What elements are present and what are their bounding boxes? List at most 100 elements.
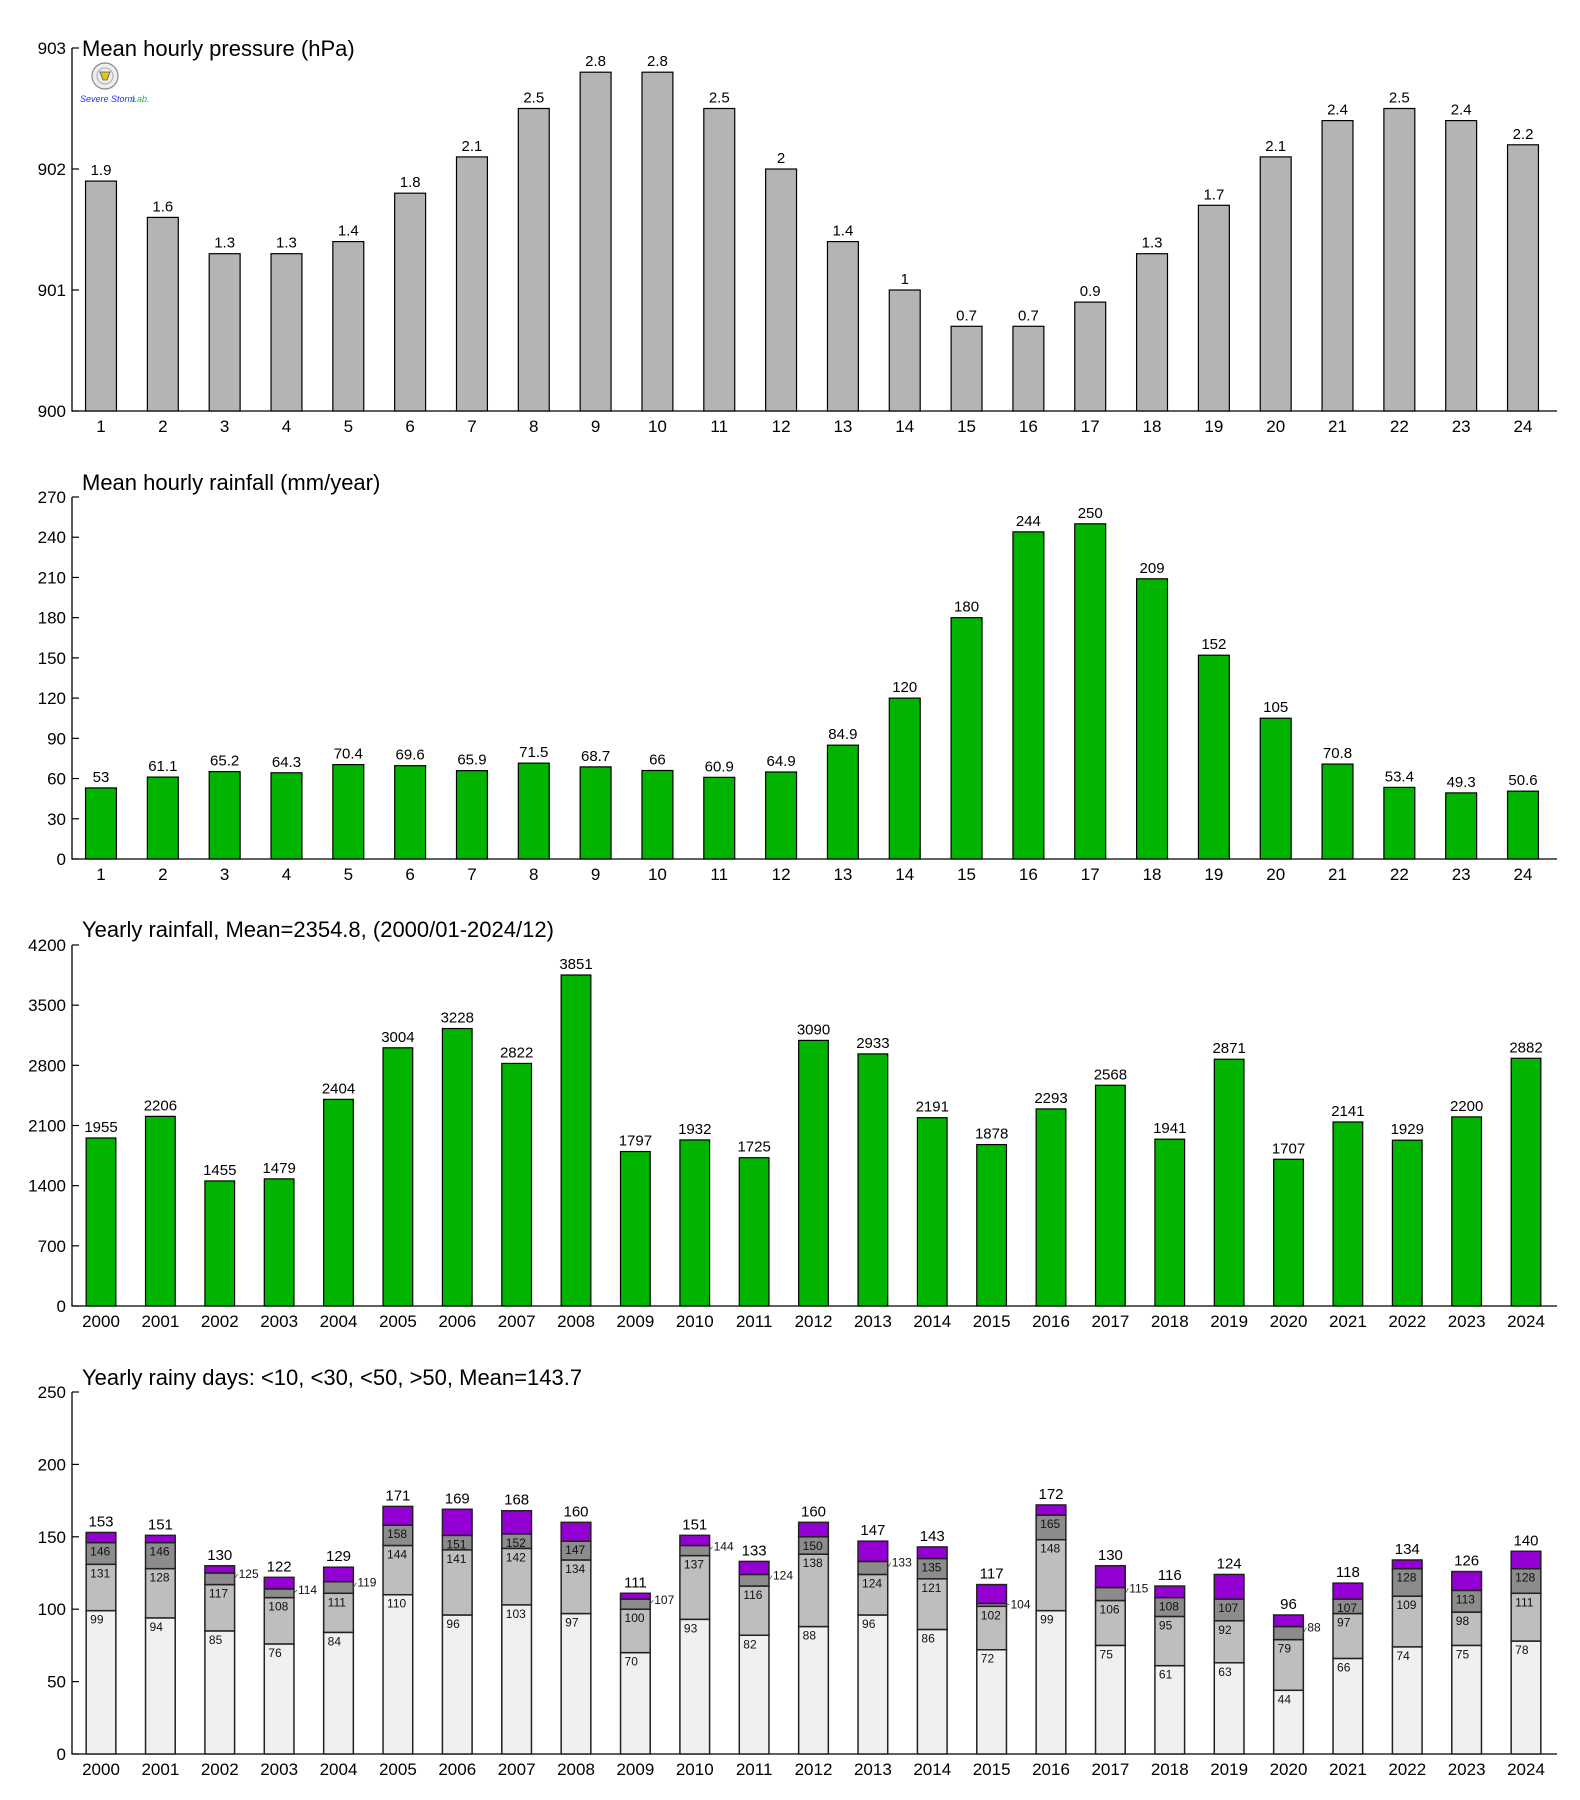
segment-value-label: 111 [328,1595,347,1609]
x-tick-label: 2021 [1329,1760,1367,1779]
logo-text-lab: Lab. [132,94,150,104]
bar [517,762,550,860]
bar-value-label: 1955 [84,1119,117,1136]
segment-value-label: 158 [387,1527,407,1541]
stacked-bar-segment [441,1508,473,1537]
stacked-bar-segment [1272,1614,1305,1628]
x-tick-label: 2013 [854,1760,892,1779]
x-tick-label: 20 [1266,417,1285,436]
bar-value-label: 3851 [559,956,592,973]
stacked-bar-segment [1451,1570,1483,1592]
bar [579,71,612,412]
chart-title: Yearly rainy days: <10, <30, <50, >50, M… [82,1365,582,1390]
segment-label-leader [1302,1627,1307,1634]
x-tick-label: 2000 [82,1312,120,1331]
bar-total-label: 151 [682,1516,707,1533]
chart-hourly-rainfall: Mean hourly rainfall (mm/year) 030609012… [38,470,1557,884]
segment-label-leader [234,1573,238,1580]
stacked-bar-segment [1272,1638,1305,1692]
stacked-bar-segment [501,1604,533,1755]
chart-title: Mean hourly rainfall (mm/year) [82,470,380,495]
bar-value-label: 71.5 [519,744,548,761]
bar-total-label: 168 [504,1492,529,1509]
x-tick-label: 2015 [973,1312,1011,1331]
bar-total-label: 140 [1513,1532,1538,1549]
bar [1213,1058,1245,1307]
bar-total-label: 96 [1280,1596,1297,1613]
bar-value-label: 64.3 [272,754,301,771]
segment-value-label: 137 [684,1558,704,1572]
bar-total-label: 122 [267,1558,292,1575]
bar [1321,119,1354,412]
x-tick-label: 2019 [1210,1312,1248,1331]
stacked-bar-segment [1391,1595,1423,1648]
bar-total-label: 126 [1454,1553,1479,1570]
bar-value-label: 3090 [797,1021,830,1038]
bar [1506,144,1540,412]
x-tick-label: 17 [1081,865,1100,884]
stacked-bar-segment [797,1521,830,1538]
segment-value-label: 102 [981,1608,1001,1622]
y-tick-label: 250 [38,1383,66,1402]
stacked-bar-segment [382,1505,414,1526]
bar [950,325,983,412]
bar [455,770,489,860]
x-tick-label: 2023 [1448,1760,1486,1779]
segment-value-label: 138 [803,1556,823,1570]
segment-value-label: 107 [654,1593,674,1607]
x-tick-label: 2013 [854,1312,892,1331]
logo: Severe Storm Lab. [80,62,150,104]
segment-value-label: 146 [90,1545,110,1559]
bar-value-label: 2.4 [1451,102,1472,119]
bar [204,1180,236,1307]
segment-value-label: 114 [298,1583,317,1597]
bar-value-label: 2.5 [523,90,544,107]
segment-value-label: 128 [1396,1571,1416,1585]
segment-value-label: 63 [1218,1665,1232,1679]
stacked-bar-segment [1154,1585,1186,1599]
x-tick-label: 22 [1390,417,1409,436]
bar-value-label: 1725 [737,1139,770,1156]
bar-value-label: 1.7 [1203,186,1224,203]
bar-total-label: 117 [980,1566,1004,1583]
stacked-bar-segment [501,1509,533,1535]
bar [1094,1084,1126,1307]
bar [826,241,859,412]
segment-value-label: 165 [1040,1517,1060,1531]
x-tick-label: 1 [96,417,105,436]
stacked-bar-segment [1391,1646,1423,1755]
bar-total-label: 118 [1336,1564,1360,1581]
bar-value-label: 1479 [262,1160,295,1177]
x-tick-label: 21 [1328,865,1347,884]
x-tick-label: 2017 [1091,1760,1129,1779]
x-tick-label: 3 [220,417,229,436]
x-tick-label: 15 [957,417,976,436]
bar [1197,654,1230,860]
bar-total-label: 111 [624,1574,647,1591]
stacked-bar-segment [619,1651,651,1755]
stacked-bar-segment [679,1534,711,1547]
bar [641,71,674,412]
bar [1012,325,1045,412]
bar-value-label: 1.6 [152,198,173,215]
bar [888,697,921,860]
stacked-bar-segment [1510,1640,1542,1755]
bar [703,107,736,412]
bar [1154,1138,1186,1307]
stacked-bar-segment [263,1576,295,1590]
segment-value-label: 103 [506,1607,526,1621]
x-tick-label: 2012 [795,1312,833,1331]
bar-value-label: 69.6 [396,747,425,764]
bar-value-label: 1797 [619,1133,652,1150]
x-tick-label: 2019 [1210,1760,1248,1779]
x-tick-label: 2018 [1151,1312,1189,1331]
y-tick-label: 901 [38,281,66,300]
x-tick-label: 4 [282,865,291,884]
x-tick-label: 2012 [795,1760,833,1779]
x-tick-label: 15 [957,865,976,884]
bar-total-label: 134 [1395,1541,1420,1558]
segment-value-label: 106 [1100,1603,1120,1617]
bar [765,771,798,860]
segment-value-label: 110 [387,1597,406,1611]
stacked-bar-segment [738,1573,770,1587]
